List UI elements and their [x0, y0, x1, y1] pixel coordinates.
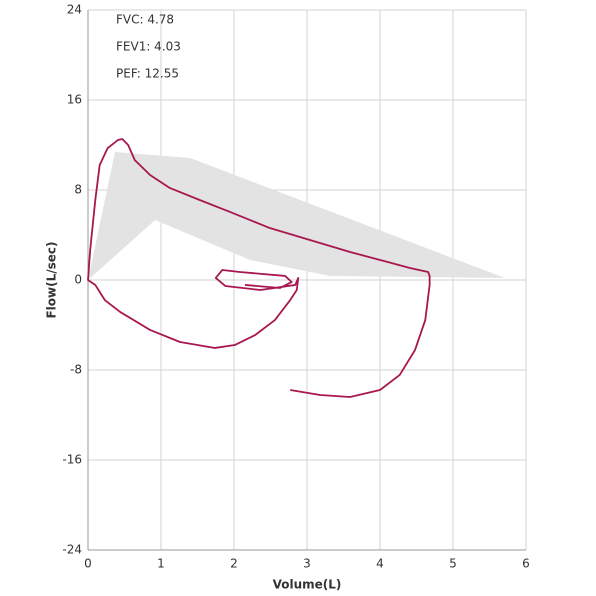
y-tick-label: -8 — [70, 363, 82, 377]
x-tick-label: 4 — [376, 557, 384, 571]
x-tick-label: 0 — [84, 557, 92, 571]
y-tick-label: 24 — [67, 3, 82, 17]
y-axis-title: Flow(L/sec) — [45, 241, 59, 318]
x-tick-label: 3 — [303, 557, 311, 571]
y-tick-label: 0 — [74, 273, 82, 287]
y-tick-label: 8 — [74, 183, 82, 197]
predicted-area — [88, 151, 505, 280]
x-tick-label: 6 — [522, 557, 530, 571]
x-axis-title: Volume(L) — [273, 578, 342, 592]
annotation: FVC: 4.78 — [116, 13, 174, 27]
y-tick-label: -16 — [62, 453, 82, 467]
y-tick-label: 16 — [67, 93, 82, 107]
x-tick-label: 2 — [230, 557, 238, 571]
x-tick-label: 1 — [157, 557, 165, 571]
flow-volume-curve — [87, 138, 431, 398]
y-tick-label: -24 — [62, 543, 82, 557]
plot-layer — [87, 9, 527, 551]
annotation: PEF: 12.55 — [116, 67, 179, 81]
x-tick-label: 5 — [449, 557, 457, 571]
annotation: FEV1: 4.03 — [116, 40, 181, 54]
